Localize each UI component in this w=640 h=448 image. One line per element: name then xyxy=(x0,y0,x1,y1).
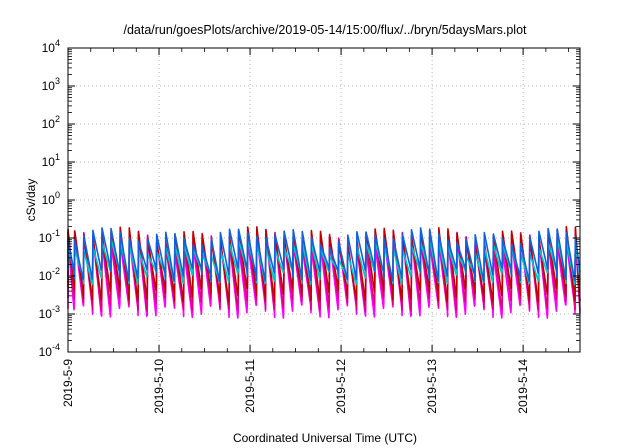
y-tick-label: 10-2 xyxy=(39,266,60,283)
y-axis-label: cSv/day xyxy=(24,179,38,222)
x-tick-label: 2019-5-11 xyxy=(243,359,257,413)
y-tick-label: 10-1 xyxy=(39,228,60,245)
series-group xyxy=(67,225,581,319)
y-tick-label: 102 xyxy=(42,114,60,131)
series-line xyxy=(67,227,581,283)
y-tick-label: 10-4 xyxy=(39,342,60,359)
grid xyxy=(68,48,580,352)
y-tick-label: 104 xyxy=(42,38,60,55)
chart-title: /data/run/goesPlots/archive/2019-05-14/1… xyxy=(123,23,527,37)
y-tick-label: 100 xyxy=(42,190,60,207)
axis-ticks xyxy=(67,47,580,353)
x-tick-label: 2019-5-13 xyxy=(425,359,439,414)
x-tick-label: 2019-5-10 xyxy=(152,359,166,414)
y-tick-label: 101 xyxy=(42,152,60,169)
x-tick-labels: 2019-5-9 2019-5-10 2019-5-11 2019-5-12 2019-… xyxy=(61,359,530,414)
x-tick-label: 2019-5-14 xyxy=(516,359,530,414)
x-tick-label: 2019-5-12 xyxy=(334,359,348,414)
y-tick-label: 103 xyxy=(42,76,60,93)
x-axis-label: Coordinated Universal Time (UTC) xyxy=(233,431,417,445)
x-tick-label: 2019-5-9 xyxy=(61,359,75,407)
y-tick-labels: 104 103 102 101 100 10-1 10-2 10-3 10-4 xyxy=(39,38,60,359)
y-tick-label: 10-3 xyxy=(39,304,60,321)
